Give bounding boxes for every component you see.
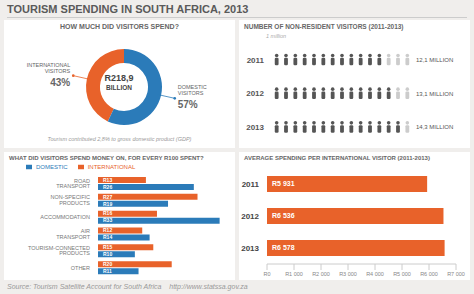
svg-text:R20: R20 [103, 261, 112, 267]
svg-text:2011: 2011 [242, 180, 260, 189]
svg-text:VISITORS: VISITORS [45, 68, 71, 74]
svg-text:57%: 57% [178, 99, 198, 110]
svg-text:R27: R27 [103, 194, 112, 200]
svg-text:R5 000: R5 000 [393, 271, 411, 277]
html-text:BILLION: BILLION [106, 84, 132, 91]
svg-text:R0: R0 [263, 271, 270, 277]
html-text:DOMESTIC: DOMESTIC [36, 164, 68, 170]
html-text:Tourism contributed 2,8% to gr: Tourism contributed 2,8% to gross domest… [47, 136, 192, 142]
svg-text:R4 000: R4 000 [366, 271, 384, 277]
html-text:HOW MUCH DID VISITORS SPEND?: HOW MUCH DID VISITORS SPEND? [60, 23, 179, 30]
svg-text:13,1 MILLION: 13,1 MILLION [416, 91, 453, 97]
svg-text:R7 000: R7 000 [447, 271, 465, 277]
html-text:INTERNATIONAL: INTERNATIONAL [87, 164, 136, 170]
html-text:Source: Tourism Satellite Acco: Source: Tourism Satellite Account for So… [7, 283, 248, 290]
svg-text:43%: 43% [50, 77, 70, 88]
svg-text:R10: R10 [103, 251, 112, 257]
svg-text:12,1 MILLION: 12,1 MILLION [416, 57, 453, 63]
html-text:AVERAGE SPENDING PER INTERNATI: AVERAGE SPENDING PER INTERNATIONAL VISIT… [244, 155, 430, 161]
svg-text:R1 000: R1 000 [285, 271, 303, 277]
svg-text:R2 000: R2 000 [312, 271, 330, 277]
svg-text:ROADTRANSPORT: ROADTRANSPORT [56, 178, 90, 190]
svg-text:R6 578: R6 578 [272, 244, 295, 251]
svg-text:VISITORS: VISITORS [178, 90, 204, 96]
svg-text:R33: R33 [103, 217, 112, 223]
svg-text:TOURISM-CONNECTEDPRODUCTS: TOURISM-CONNECTEDPRODUCTS [28, 245, 90, 257]
svg-text:R14: R14 [103, 234, 112, 240]
svg-text:DOMESTIC: DOMESTIC [177, 84, 207, 91]
svg-text:2012: 2012 [241, 212, 259, 221]
svg-text:R11: R11 [103, 268, 112, 274]
svg-text:ACCOMMODATION: ACCOMMODATION [40, 214, 90, 220]
svg-text:R3 000: R3 000 [339, 271, 357, 277]
html-text:TOURISM SPENDING IN SOUTH AFRI: TOURISM SPENDING IN SOUTH AFRICA, 2013 [7, 3, 249, 15]
svg-text:AIRTRANSPORT: AIRTRANSPORT [56, 228, 90, 240]
svg-text:2013: 2013 [241, 244, 259, 253]
svg-text:R6 000: R6 000 [420, 271, 438, 277]
svg-text:INTERNATIONAL: INTERNATIONAL [26, 61, 71, 68]
svg-text:R5 931: R5 931 [272, 180, 295, 187]
svg-text:OTHER: OTHER [71, 265, 90, 271]
svg-text:2012: 2012 [246, 89, 264, 98]
html-text:WHAT DID VISITORS SPEND MONEY: WHAT DID VISITORS SPEND MONEY ON, FOR EV… [9, 155, 204, 161]
svg-text:R13: R13 [103, 177, 112, 183]
svg-text:R16: R16 [103, 210, 112, 216]
svg-text:NON-SPECIFICPRODUCTS: NON-SPECIFICPRODUCTS [51, 194, 91, 206]
svg-text:14,3 MILLION: 14,3 MILLION [416, 124, 453, 130]
svg-text:R6 536: R6 536 [272, 212, 295, 219]
svg-text:R19: R19 [103, 201, 112, 207]
svg-text:2013: 2013 [246, 123, 264, 132]
html-text:1 million: 1 million [266, 33, 287, 39]
html-text:R218,9: R218,9 [104, 73, 134, 83]
svg-text:2011: 2011 [247, 56, 265, 65]
svg-text:R26: R26 [103, 184, 112, 190]
html-text:NUMBER OF NON-RESIDENT VISITOR: NUMBER OF NON-RESIDENT VISITORS (2011-20… [244, 23, 404, 30]
svg-text:R15: R15 [103, 244, 112, 250]
svg-text:R12: R12 [103, 227, 112, 233]
